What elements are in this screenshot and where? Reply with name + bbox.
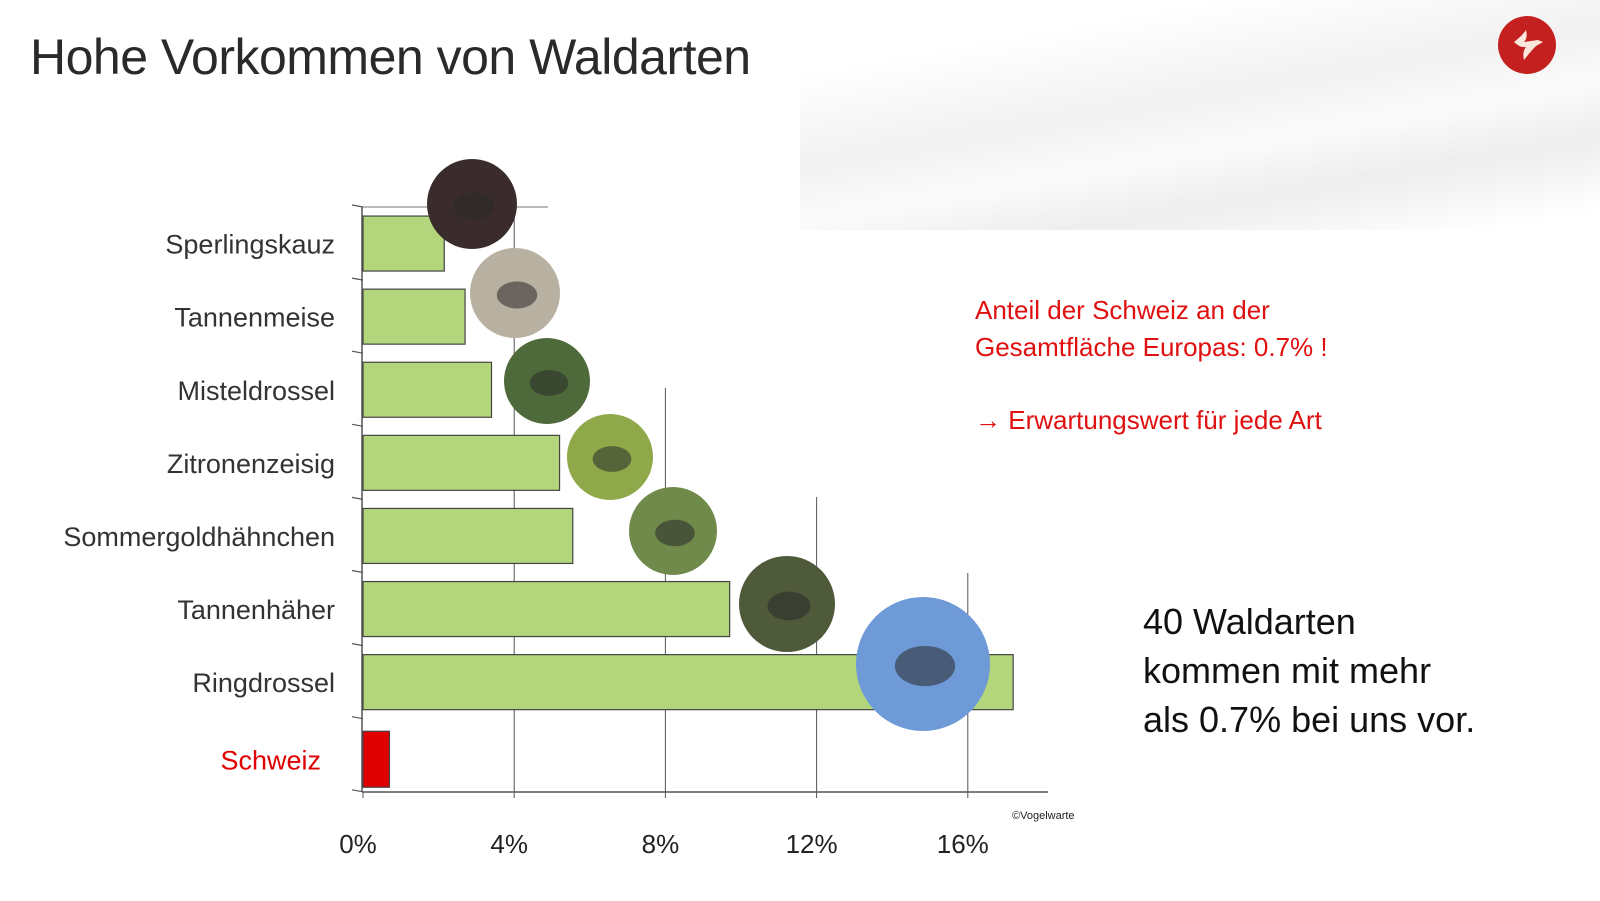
summary-line-2: kommen mit mehr: [1143, 650, 1432, 691]
bar-sperlingskauz: [362, 215, 445, 272]
category-label: Zitronenzeisig: [167, 449, 335, 479]
category-label: Ringdrossel: [192, 668, 335, 698]
arrow-right-icon: →: [975, 405, 1001, 435]
copyright: ©Vogelwarte: [1012, 810, 1075, 822]
bar-sommergoldhähnchen: [362, 507, 574, 565]
x-tick-label: 16%: [937, 829, 989, 859]
y-tick: [351, 716, 364, 720]
y-tick: [351, 569, 364, 574]
bird-silhouette-icon: [894, 645, 956, 687]
y-tick: [351, 350, 364, 354]
bar-tannenhäher: [362, 580, 731, 638]
bird-silhouette-icon: [655, 519, 695, 547]
bar-schweiz: [362, 730, 391, 788]
y-tick: [351, 643, 364, 647]
x-tick-label: 4%: [490, 829, 528, 859]
note-line-2: Gesamtfläche Europas: 0.7% !: [975, 332, 1328, 362]
category-label: Misteldrossel: [177, 376, 335, 406]
bird-silhouette-icon: [592, 446, 632, 472]
note-line-1: Anteil der Schweiz an der: [975, 295, 1270, 325]
bar-misteldrossel: [362, 361, 493, 418]
category-label: Sommergoldhähnchen: [63, 522, 335, 552]
category-label: Tannenhäher: [177, 595, 335, 625]
page-title: Hohe Vorkommen von Waldarten: [30, 29, 751, 85]
bar-zitronenzeisig: [362, 434, 561, 491]
bird-silhouette-icon: [529, 370, 569, 396]
y-tick: [351, 277, 364, 281]
background-swoosh: [800, 0, 1600, 230]
note-arrow-line: → Erwartungswert für jede Art: [975, 401, 1322, 439]
x-tick-label: 12%: [786, 829, 838, 859]
x-tick-label: 8%: [642, 829, 680, 859]
x-tick-label: 0%: [339, 829, 377, 859]
category-label: Sperlingskauz: [165, 230, 335, 260]
summary-text: 40 Waldarten kommen mit mehr als 0.7% be…: [1143, 597, 1475, 744]
vogelwarte-logo: [1498, 16, 1556, 74]
summary-line-3: als 0.7% bei uns vor.: [1143, 699, 1476, 740]
bird-silhouette-icon: [496, 281, 538, 309]
bar-tannenmeise: [362, 288, 466, 345]
bird-icon: [1514, 30, 1543, 60]
y-tick: [351, 496, 364, 500]
y-tick: [351, 204, 364, 208]
y-tick: [351, 423, 364, 427]
bird-silhouette-icon: [767, 591, 811, 621]
category-label: Tannenmeise: [174, 303, 335, 333]
note-arrow-text: Erwartungswert für jede Art: [1008, 405, 1322, 435]
summary-line-1: 40 Waldarten: [1143, 601, 1356, 642]
category-label: Schweiz: [220, 745, 321, 775]
bird-silhouette-icon: [453, 192, 495, 220]
y-tick: [351, 789, 364, 793]
